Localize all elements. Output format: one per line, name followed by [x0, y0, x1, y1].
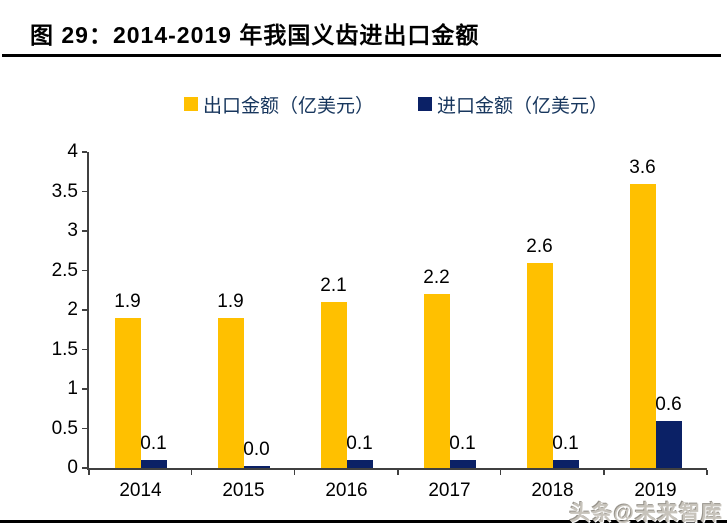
bar-value-label: 2.2	[423, 267, 450, 288]
legend-swatch-export	[183, 97, 198, 111]
x-axis-label-2016: 2016	[325, 480, 368, 501]
chart-plot-area: 1.9 0.1 1.9 0.0 2.1 0.1 2.2 0.1 2.6 0.1 3.6 0.6 201…	[52, 142, 708, 501]
bar-value-label: 0.1	[449, 433, 476, 454]
title-underline	[2, 54, 721, 57]
x-axis-tick	[706, 470, 708, 475]
y-axis-label: 3	[67, 220, 78, 241]
bar-group-2017: 2.2 0.1	[398, 152, 501, 468]
bars-row: 1.9 0.1 1.9 0.0 2.1 0.1 2.2 0.1 2.6 0.1 3.6 0.6	[89, 152, 707, 468]
bar-value-label: 0.1	[140, 433, 167, 454]
y-axis-label: 0.5	[51, 417, 78, 439]
legend-label-import: 进口金额（亿美元）	[437, 95, 609, 117]
legend-item-export: 出口金额（亿美元）	[183, 91, 374, 118]
legend-swatch-import	[418, 97, 432, 111]
y-axis-tick	[82, 467, 87, 469]
x-axis-tick	[603, 470, 605, 475]
x-axis-tick	[397, 470, 399, 475]
y-axis-label: 2.5	[51, 259, 78, 281]
y-axis-tick	[82, 151, 87, 153]
y-axis-tick	[82, 230, 87, 232]
bottom-rule	[0, 520, 727, 523]
y-axis-label: 3.5	[51, 180, 78, 202]
y-axis-label: 4	[67, 141, 78, 162]
bar-value-label: 1.9	[114, 291, 141, 312]
bar-export-2015: 1.9	[217, 291, 244, 468]
legend-label-export: 出口金额（亿美元）	[202, 95, 374, 117]
bar-import-2014: 0.1	[140, 433, 167, 468]
y-axis-label: 1.5	[51, 338, 78, 360]
x-axis-label-2019: 2019	[634, 480, 677, 501]
bar-value-label: 0.1	[346, 433, 373, 454]
bar-import-2018: 0.1	[552, 433, 579, 468]
x-axis-label-2017: 2017	[428, 480, 471, 501]
y-axis-tick	[82, 309, 87, 311]
bar-export-2019: 3.6	[629, 157, 656, 468]
watermark-text: 头条@未来智库	[569, 502, 723, 525]
bar-value-label: 2.6	[526, 236, 553, 257]
bar-import-2019: 0.6	[655, 394, 682, 468]
x-axis-tick	[190, 470, 193, 475]
bar-value-label: 0.0	[243, 439, 270, 460]
bar-import-2015: 0.0	[243, 439, 270, 468]
bar-group-2015: 1.9 0.0	[192, 152, 295, 468]
y-axis-tick	[82, 269, 87, 271]
x-axis-label-2014: 2014	[119, 480, 162, 501]
bar-export-2017: 2.2	[423, 267, 450, 468]
bar-value-label: 0.1	[552, 433, 579, 454]
y-axis-tick	[82, 388, 87, 390]
bar-export-2014: 1.9	[114, 291, 141, 468]
bar-value-label: 0.6	[655, 394, 682, 415]
bar-value-label: 3.6	[629, 157, 656, 178]
bar-group-2018: 2.6 0.1	[501, 152, 604, 468]
y-axis-label: 2	[67, 299, 78, 320]
x-axis-labels: 2014 2015 2016 2017 2018 2019	[89, 480, 707, 502]
bar-export-2016: 2.1	[320, 275, 347, 468]
x-axis-label-2015: 2015	[222, 480, 265, 501]
bar-group-2014: 1.9 0.1	[89, 152, 192, 468]
bar-group-2019: 3.6 0.6	[604, 152, 707, 468]
legend-item-import: 进口金额（亿美元）	[418, 91, 608, 118]
bar-import-2016: 0.1	[346, 433, 373, 468]
bar-import-2017: 0.1	[449, 433, 476, 468]
chart-legend: 出口金额（亿美元） 进口金额（亿美元）	[87, 91, 705, 118]
y-axis-tick	[82, 190, 87, 192]
y-axis-tick	[82, 427, 87, 429]
x-axis-tick	[293, 470, 296, 475]
x-axis-tick	[88, 470, 90, 475]
bar-value-label: 1.9	[217, 291, 244, 312]
y-axis-tick	[82, 348, 87, 350]
y-axis-label: 1	[67, 378, 78, 399]
x-axis-label-2018: 2018	[531, 480, 574, 501]
y-axis-label: 0	[67, 457, 78, 478]
x-axis-tick	[499, 470, 502, 475]
bar-export-2018: 2.6	[526, 236, 553, 468]
bar-value-label: 2.1	[320, 275, 347, 296]
bar-group-2016: 2.1 0.1	[295, 152, 398, 468]
figure-title: 图 29：2014-2019 年我国义齿进出口金额	[30, 22, 480, 48]
